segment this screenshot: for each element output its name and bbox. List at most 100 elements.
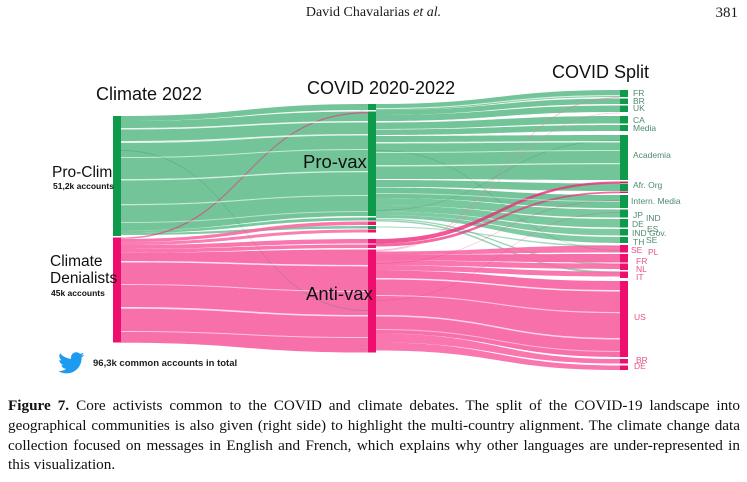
sankey-node	[620, 263, 628, 270]
sankey-link	[376, 112, 620, 252]
sankey-link	[376, 212, 620, 301]
sankey-node	[620, 281, 628, 357]
figure-footnote: 96,3k common accounts in total	[58, 352, 237, 374]
sankey-link	[121, 221, 368, 242]
sankey-link	[376, 254, 620, 263]
figure-caption-label: Figure 7.	[8, 397, 70, 414]
sankey-link	[121, 104, 368, 121]
sankey-link	[376, 150, 620, 251]
sankey-link	[376, 150, 620, 153]
sankey-link	[376, 181, 620, 244]
sankey-node	[368, 249, 376, 353]
sankey-link	[376, 226, 620, 247]
sankey-node	[368, 226, 376, 229]
sankey-node	[620, 181, 628, 183]
sankey-link	[376, 245, 620, 255]
sankey-node	[620, 183, 628, 191]
sankey-node	[368, 111, 376, 216]
sankey-link	[376, 125, 620, 135]
sankey-node	[368, 229, 376, 233]
sankey-node	[368, 104, 376, 110]
sankey-link	[376, 205, 620, 228]
sankey-link	[376, 141, 620, 144]
sankey-link	[121, 171, 368, 181]
sankey-link	[376, 140, 620, 211]
sankey-node	[620, 98, 628, 104]
sankey-node	[620, 271, 628, 278]
running-head: David Chavalarias et al. 381	[0, 5, 747, 25]
sankey-node	[620, 195, 628, 208]
figure-caption-text: Core activists common to the COVID and c…	[8, 397, 740, 474]
sankey-node	[620, 229, 628, 236]
sankey-link	[376, 295, 620, 314]
running-head-etal: et al.	[413, 5, 442, 20]
sankey-node	[113, 116, 121, 236]
sankey-link	[121, 331, 368, 338]
sankey-link	[121, 249, 368, 353]
sankey-link	[376, 90, 620, 110]
sankey-node	[620, 90, 628, 97]
running-head-author: David Chavalarias	[305, 5, 410, 20]
twitter-icon	[58, 352, 85, 374]
sankey-link	[376, 278, 620, 292]
sankey-link	[121, 150, 368, 311]
sankey-node	[620, 209, 628, 218]
sankey-link	[121, 217, 368, 233]
sankey-node	[368, 239, 376, 244]
sankey-link	[376, 163, 620, 167]
sankey-link	[376, 200, 620, 264]
sankey-node	[368, 244, 376, 248]
sankey-link	[376, 315, 620, 340]
sankey-link	[376, 98, 620, 115]
page-number: 381	[715, 5, 739, 21]
sankey-link	[376, 191, 620, 247]
sankey-node	[620, 237, 628, 243]
footnote-text: 96,3k common accounts in total	[93, 357, 238, 369]
sankey-link	[121, 244, 368, 253]
sankey-link	[376, 135, 620, 180]
sankey-link	[376, 342, 620, 370]
sankey-node	[620, 365, 628, 370]
sankey-link	[121, 307, 368, 317]
sankey-link	[121, 121, 368, 130]
sankey-node	[620, 135, 628, 180]
sankey-link	[376, 260, 620, 269]
sankey-node	[620, 116, 628, 124]
sankey-node	[620, 125, 628, 131]
sankey-node	[620, 359, 628, 364]
sankey-link	[376, 105, 620, 121]
sankey-link	[121, 211, 368, 223]
sankey-node	[368, 217, 376, 221]
sankey-link	[121, 195, 368, 206]
sankey-link	[121, 261, 368, 267]
sankey-link	[376, 220, 620, 274]
sankey-link	[376, 265, 620, 277]
sankey-node	[620, 191, 628, 193]
running-head-center: David Chavalarias et al.	[0, 5, 747, 21]
sankey-link	[121, 239, 368, 249]
sankey-node	[368, 221, 376, 225]
sankey-node	[620, 245, 628, 253]
sankey-link	[376, 329, 620, 352]
sankey-link	[376, 333, 620, 364]
sankey-link	[121, 149, 368, 158]
sankey-link	[376, 211, 620, 236]
sankey-link	[121, 284, 368, 292]
sankey-link	[121, 111, 368, 231]
sankey-node	[113, 237, 121, 343]
sankey-link	[376, 116, 620, 129]
sankey-node	[620, 254, 628, 263]
sankey-node	[620, 105, 628, 112]
figure-caption: Figure 7. Core activists common to the CO…	[8, 396, 740, 475]
sankey-link	[376, 193, 620, 202]
sankey-node	[620, 219, 628, 228]
sankey-link	[121, 229, 368, 245]
sankey-link	[121, 134, 368, 143]
sankey-link	[376, 97, 620, 251]
sankey-link	[376, 215, 620, 243]
sankey-link	[376, 198, 620, 218]
sankey-link	[376, 95, 620, 110]
sankey-link	[376, 270, 620, 357]
